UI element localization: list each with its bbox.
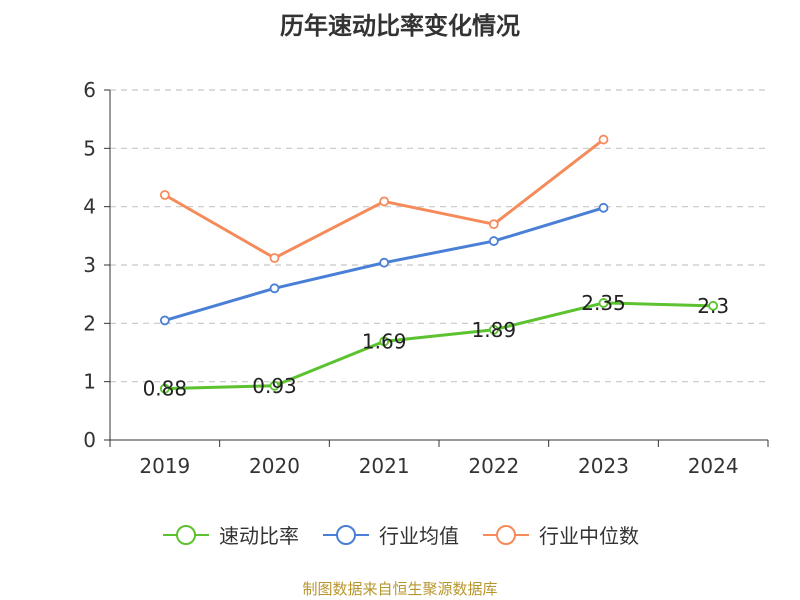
x-tick-label: 2020 xyxy=(249,454,300,478)
x-tick-label: 2022 xyxy=(468,454,519,478)
legend: 速动比率 行业均值 行业中位数 xyxy=(0,520,800,549)
data-point xyxy=(159,383,170,394)
x-tick-label: 2023 xyxy=(578,454,629,478)
y-tick-label: 2 xyxy=(83,311,96,335)
data-point xyxy=(379,257,390,268)
data-point xyxy=(269,253,280,263)
data-point xyxy=(269,283,280,294)
data-point xyxy=(159,190,170,200)
x-tick-label: 2021 xyxy=(359,454,410,478)
data-point xyxy=(598,134,609,145)
chart-title: 历年速动比率变化情况 xyxy=(280,12,520,40)
data-point xyxy=(598,298,609,308)
legend-label: 速动比率 xyxy=(219,524,299,548)
data-label: 2.3 xyxy=(697,294,729,318)
series-line-1 xyxy=(164,301,714,391)
data-point xyxy=(488,219,499,230)
legend-circle xyxy=(496,524,516,545)
data-point xyxy=(708,300,719,311)
legend-marker-icon xyxy=(323,524,369,545)
data-point xyxy=(379,196,390,207)
data-point xyxy=(159,315,170,326)
data-label: 1.89 xyxy=(472,318,517,342)
legend-item-1[interactable]: 速动比率 xyxy=(161,520,299,549)
source-note: 制图数据来自恒生聚源数据库 xyxy=(302,580,498,598)
data-label: 0.88 xyxy=(143,377,188,401)
data-labels: 0.88 0.93 1.69 1.89 2.35 2.3 xyxy=(143,291,730,401)
data-point xyxy=(488,236,499,246)
x-tick-label: 2024 xyxy=(688,454,739,478)
axes: 0 1 2 3 4 5 6 2019 2020 2021 2022 2023 2024 xyxy=(83,78,769,478)
y-tick-label: 4 xyxy=(83,195,96,219)
data-point xyxy=(269,380,280,391)
legend-label: 行业中位数 xyxy=(539,524,639,548)
data-label: 0.93 xyxy=(252,374,297,398)
legend-marker-icon xyxy=(483,524,529,545)
y-tick-label: 3 xyxy=(83,253,96,277)
legend-circle xyxy=(176,524,196,545)
series-lines xyxy=(159,134,719,394)
data-label: 1.69 xyxy=(362,329,407,353)
data-point xyxy=(598,202,609,213)
legend-circle xyxy=(336,524,356,545)
x-tick-label: 2019 xyxy=(139,454,190,478)
data-point xyxy=(379,336,390,347)
legend-marker-icon xyxy=(163,524,209,545)
data-label: 2.35 xyxy=(581,291,626,315)
y-tick-label: 0 xyxy=(83,428,96,452)
y-tick-label: 6 xyxy=(83,78,96,102)
legend-item-3[interactable]: 行业中位数 xyxy=(481,520,639,549)
y-tick-label: 5 xyxy=(83,136,96,160)
gridlines xyxy=(110,89,768,383)
y-tick-label: 1 xyxy=(83,370,96,394)
data-point xyxy=(488,324,499,335)
legend-label: 行业均值 xyxy=(379,524,459,548)
legend-item-2[interactable]: 行业均值 xyxy=(321,520,459,549)
